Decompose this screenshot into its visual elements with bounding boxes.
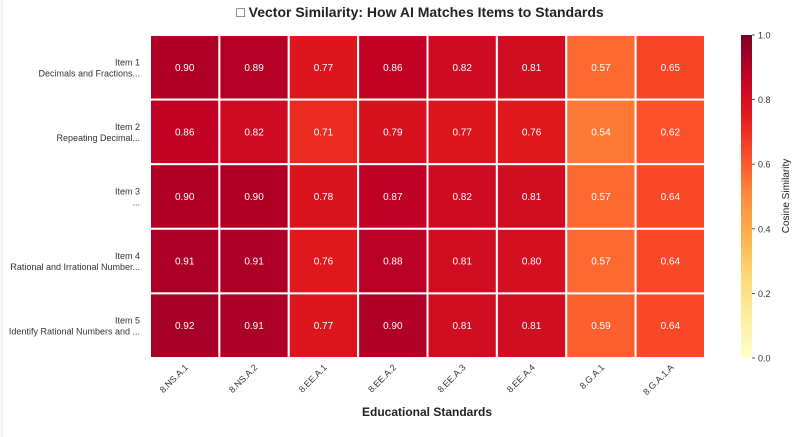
- cell-value-label: 0.91: [244, 257, 264, 268]
- heatmap-cell: [287, 292, 360, 359]
- cell-value-label: 0.57: [591, 63, 611, 74]
- colorbar-tick-label: 0.8: [758, 95, 771, 105]
- cell-value-label: 0.57: [591, 192, 611, 203]
- cell-value-label: 0.90: [175, 63, 195, 74]
- x-tick-label: 8.EE.A.1: [297, 362, 329, 394]
- y-tick-label: Identify Rational Numbers and ...: [9, 327, 140, 337]
- y-tick-label: Repeating Decimal...: [56, 133, 140, 143]
- x-tick-label: 8.NS.A.1: [158, 362, 191, 395]
- heatmap-cell: [495, 292, 568, 359]
- colorbar-tick-label: 0.4: [758, 224, 771, 234]
- cell-value-label: 0.81: [522, 63, 542, 74]
- y-tick-label: Item 1: [115, 57, 140, 67]
- cell-value-label: 0.87: [383, 192, 403, 203]
- y-tick-label: Item 3: [115, 187, 140, 197]
- cell-value-label: 0.62: [661, 127, 681, 138]
- colorbar-tick-label: 0.0: [758, 354, 771, 364]
- y-tick-label: Item 5: [115, 316, 140, 326]
- cell-value-label: 0.90: [383, 321, 403, 332]
- heatmap-cell: [218, 292, 290, 359]
- y-tick-label: Item 2: [115, 122, 140, 132]
- cell-value-label: 0.77: [314, 63, 334, 74]
- cell-value-label: 0.77: [452, 127, 472, 138]
- heatmap-cell: [426, 292, 498, 359]
- x-tick-label: 8.EE.A.2: [366, 362, 398, 394]
- heatmap-cell: [287, 98, 360, 166]
- heatmap-cell: [287, 227, 360, 295]
- heatmap-cell: [426, 98, 498, 166]
- heatmap-cell: [218, 98, 290, 166]
- y-tick-label: Rational and Irrational Number...: [10, 262, 140, 272]
- heatmap-cell: [426, 227, 498, 295]
- x-tick-label: 8.NS.A.2: [227, 362, 260, 395]
- x-tick-label: 8.EE.A.4: [505, 362, 537, 394]
- cell-value-label: 0.76: [522, 127, 542, 138]
- cell-value-label: 0.81: [522, 192, 542, 203]
- cell-value-label: 0.81: [452, 321, 472, 332]
- cell-value-label: 0.57: [591, 257, 611, 268]
- cell-value-label: 0.64: [661, 321, 681, 332]
- colorbar-tick-label: 0.2: [758, 289, 771, 299]
- colorbar-tick-label: 0.6: [758, 160, 771, 170]
- cell-value-label: 0.54: [591, 127, 611, 138]
- colorbar-ticks: 0.0 0.2 0.4 0.6 0.8 1.0: [752, 31, 771, 364]
- cell-value-label: 0.65: [661, 63, 681, 74]
- y-tick-label: Item 4: [115, 251, 140, 261]
- heatmap-cells: 0.90 0.89 0.77 0.86 0.82 0.81 0.57 0.65 0.86 0.82…: [149, 34, 706, 359]
- cell-value-label: 0.92: [175, 321, 195, 332]
- cell-value-label: 0.79: [383, 127, 403, 138]
- cell-value-label: 0.90: [244, 192, 264, 203]
- heatmap-cell: [634, 34, 706, 101]
- heatmap-cell: [634, 227, 706, 295]
- cell-value-label: 0.71: [314, 127, 334, 138]
- heatmap-cell: [634, 163, 706, 230]
- colorbar: [741, 35, 752, 358]
- heatmap-cell: [495, 98, 568, 166]
- cell-value-label: 0.90: [175, 192, 195, 203]
- heatmap-cell: [287, 163, 360, 230]
- heatmap-cell: [218, 163, 290, 230]
- heatmap-cell: [495, 227, 568, 295]
- cell-value-label: 0.80: [522, 257, 542, 268]
- colorbar-tick-label: 1.0: [758, 31, 771, 41]
- heatmap-cell: [218, 34, 290, 101]
- heatmap-cell: [634, 292, 706, 359]
- heatmap-cell: [149, 98, 221, 166]
- cell-value-label: 0.76: [314, 257, 334, 268]
- cell-value-label: 0.86: [383, 63, 403, 74]
- cell-value-label: 0.86: [175, 127, 195, 138]
- cell-value-label: 0.91: [244, 321, 264, 332]
- x-axis-label: Educational Standards: [362, 405, 492, 419]
- heatmap-cell: [565, 98, 637, 166]
- x-tick-labels: 8.NS.A.1 8.NS.A.2 8.EE.A.1 8.EE.A.2 8.EE.A.3…: [158, 362, 676, 397]
- cell-value-label: 0.81: [452, 257, 472, 268]
- y-tick-label: ...: [132, 198, 140, 208]
- cell-value-label: 0.77: [314, 321, 334, 332]
- heatmap-cell: [357, 227, 429, 295]
- y-tick-label: Decimals and Fractions...: [38, 68, 140, 78]
- heatmap-cell: [218, 227, 290, 295]
- cell-value-label: 0.91: [175, 257, 195, 268]
- cell-value-label: 0.78: [314, 192, 334, 203]
- cell-value-label: 0.88: [383, 257, 403, 268]
- x-tick-label: 8.G.A.1: [578, 362, 607, 391]
- cell-value-label: 0.82: [452, 63, 472, 74]
- cell-value-label: 0.64: [661, 257, 681, 268]
- cell-value-label: 0.59: [591, 321, 611, 332]
- cell-value-label: 0.81: [522, 321, 542, 332]
- x-tick-label: 8.EE.A.3: [435, 362, 467, 394]
- cell-value-label: 0.89: [244, 63, 264, 74]
- heatmap-cell: [357, 292, 429, 359]
- x-tick-label: 8.G.A.1.A: [641, 362, 676, 397]
- cell-value-label: 0.64: [661, 192, 681, 203]
- chart-title: □ Vector Similarity: How AI Matches Item…: [236, 4, 604, 20]
- cell-value-label: 0.82: [244, 127, 264, 138]
- colorbar-label: Cosine Similarity: [781, 159, 792, 233]
- cell-value-label: 0.82: [452, 192, 472, 203]
